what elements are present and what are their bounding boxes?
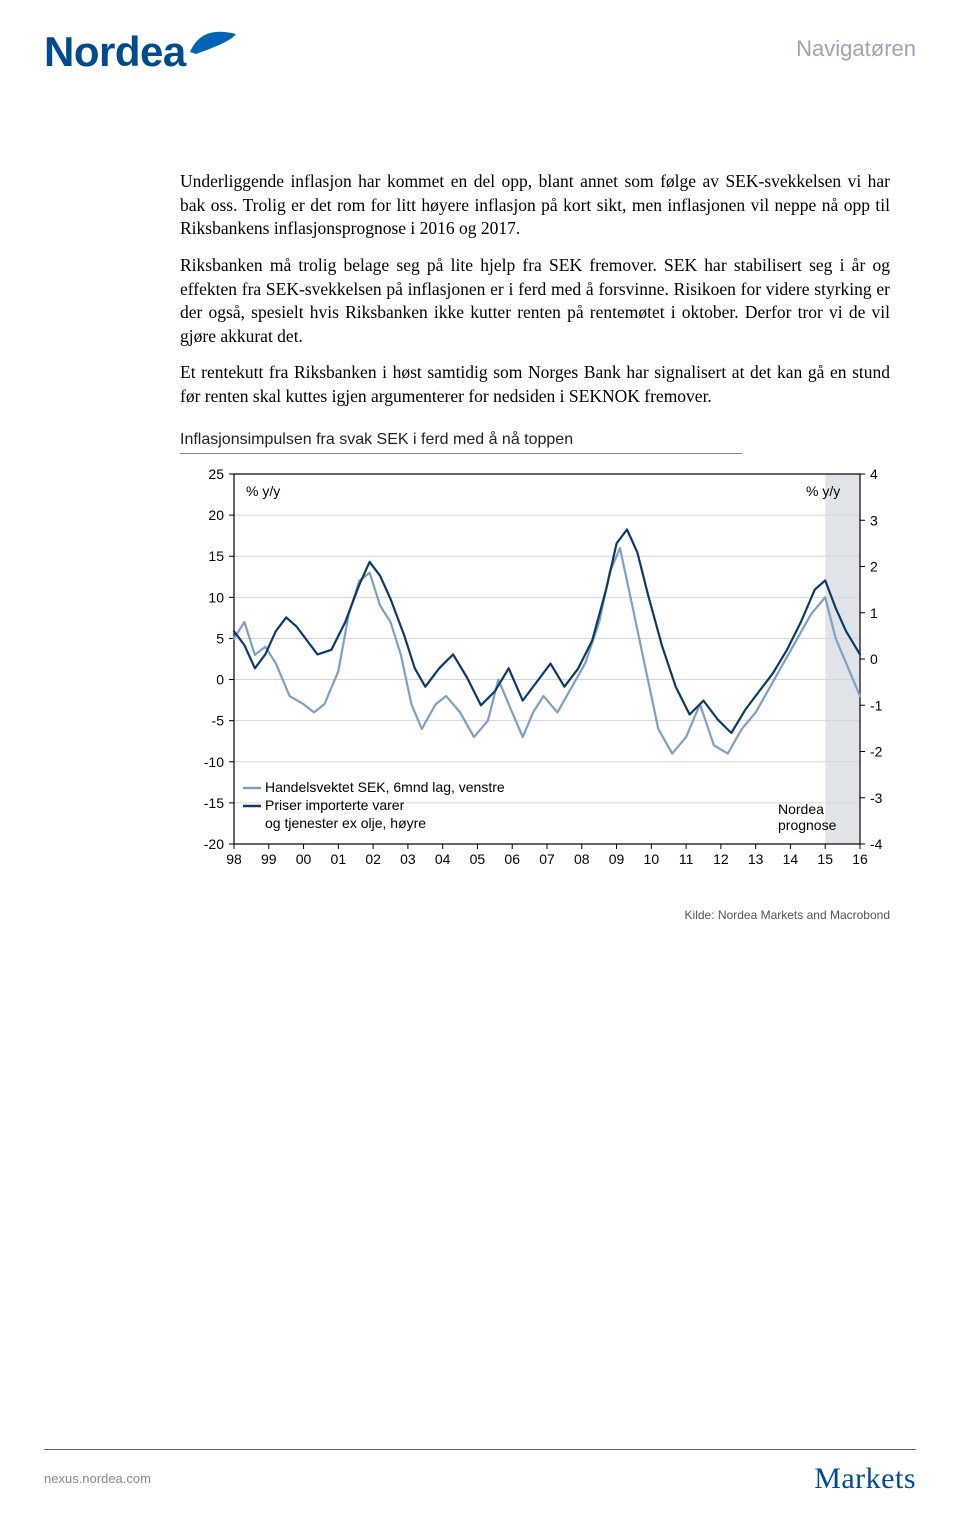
svg-text:07: 07: [539, 851, 555, 867]
svg-text:-15: -15: [204, 795, 224, 811]
paragraph-3: Et rentekutt fra Riksbanken i høst samti…: [180, 361, 890, 408]
svg-text:Priser importerte varer: Priser importerte varer: [265, 797, 405, 813]
svg-text:1: 1: [870, 604, 878, 620]
svg-text:02: 02: [365, 851, 381, 867]
svg-text:15: 15: [208, 548, 224, 564]
svg-text:10: 10: [208, 589, 224, 605]
svg-text:04: 04: [435, 851, 451, 867]
footer-divider: [44, 1449, 916, 1450]
svg-text:3: 3: [870, 512, 878, 528]
svg-text:-20: -20: [204, 836, 224, 852]
footer-url: nexus.nordea.com: [44, 1471, 151, 1486]
svg-text:06: 06: [504, 851, 520, 867]
chart-svg: 2520151050-5-10-15-2043210-1-2-3-4989900…: [180, 464, 890, 884]
svg-text:11: 11: [679, 851, 694, 867]
svg-text:0: 0: [216, 671, 224, 687]
svg-text:01: 01: [331, 851, 347, 867]
svg-text:03: 03: [400, 851, 416, 867]
footer-brand: Markets: [814, 1462, 916, 1496]
svg-text:-3: -3: [870, 789, 883, 805]
brand-name: Nordea: [44, 28, 186, 76]
svg-text:0: 0: [870, 651, 878, 667]
svg-text:-2: -2: [870, 743, 883, 759]
svg-text:16: 16: [852, 851, 868, 867]
paragraph-2: Riksbanken må trolig belage seg på lite …: [180, 254, 890, 349]
svg-text:% y/y: % y/y: [806, 483, 840, 499]
svg-text:% y/y: % y/y: [246, 483, 280, 499]
svg-text:12: 12: [713, 851, 729, 867]
svg-text:Nordea: Nordea: [778, 801, 824, 817]
svg-text:20: 20: [208, 507, 224, 523]
svg-text:-5: -5: [212, 712, 225, 728]
svg-text:-10: -10: [204, 753, 224, 769]
page-title: Navigatøren: [796, 36, 916, 62]
svg-text:prognose: prognose: [778, 817, 837, 833]
svg-text:98: 98: [226, 851, 242, 867]
svg-text:00: 00: [296, 851, 312, 867]
chart-container: 2520151050-5-10-15-2043210-1-2-3-4989900…: [180, 464, 890, 904]
svg-text:-4: -4: [870, 836, 883, 852]
svg-text:14: 14: [783, 851, 799, 867]
chart-source: Kilde: Nordea Markets and Macrobond: [180, 908, 890, 922]
brand-logo: Nordea: [44, 28, 242, 76]
logo-swoosh-icon: [188, 24, 240, 58]
svg-text:15: 15: [817, 851, 833, 867]
svg-text:09: 09: [609, 851, 625, 867]
svg-text:25: 25: [208, 466, 224, 482]
svg-text:99: 99: [261, 851, 277, 867]
chart-title: Inflasjonsimpulsen fra svak SEK i ferd m…: [180, 431, 742, 454]
svg-text:Handelsvektet SEK, 6mnd lag, v: Handelsvektet SEK, 6mnd lag, venstre: [265, 779, 505, 795]
svg-text:4: 4: [870, 466, 878, 482]
svg-text:08: 08: [574, 851, 590, 867]
svg-text:og tjenester ex olje, høyre: og tjenester ex olje, høyre: [265, 815, 426, 831]
svg-text:13: 13: [748, 851, 764, 867]
svg-text:-1: -1: [870, 697, 883, 713]
main-content: Underliggende inflasjon har kommet en de…: [180, 170, 890, 922]
svg-text:10: 10: [644, 851, 660, 867]
paragraph-1: Underliggende inflasjon har kommet en de…: [180, 170, 890, 241]
svg-text:05: 05: [470, 851, 486, 867]
svg-text:2: 2: [870, 558, 878, 574]
svg-text:5: 5: [216, 630, 224, 646]
